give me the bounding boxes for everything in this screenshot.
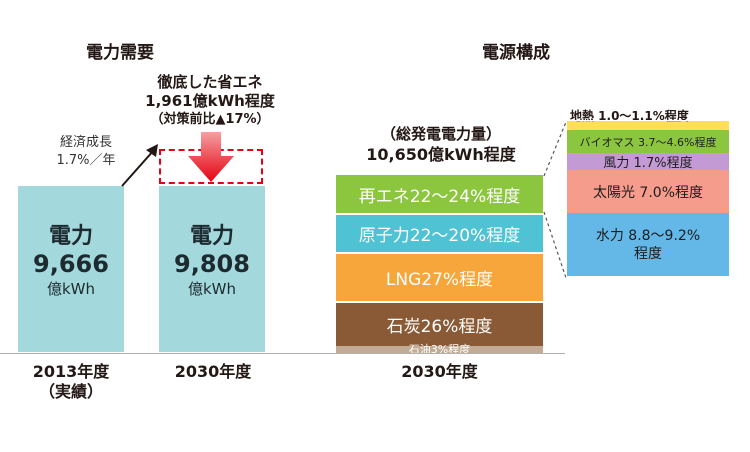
red-down-arrow-icon bbox=[188, 132, 234, 182]
bar-2013-value: 9,666 bbox=[33, 250, 109, 278]
breakdown-wind: 風力 1.7%程度 bbox=[566, 153, 730, 171]
segment-lng: LNG27%程度 bbox=[336, 254, 543, 301]
breakdown-hydro-label: 水力 8.8〜9.2% bbox=[595, 228, 701, 244]
breakdown-solar-label: 太陽光 7.0%程度 bbox=[592, 184, 704, 201]
supply-title: 電源構成 bbox=[482, 43, 550, 63]
demand-title: 電力需要 bbox=[86, 43, 154, 63]
segment-coal: 石炭26%程度 bbox=[336, 303, 543, 346]
growth-label: 経済成長 1.7%／年 bbox=[36, 134, 136, 170]
segment-lng-label: LNG27%程度 bbox=[385, 270, 494, 290]
year-2013-label: 2013年度 （実績） bbox=[10, 362, 132, 402]
segment-oil: 石油3%程度 bbox=[336, 343, 543, 356]
saving-line3: （対策前比▲17%） bbox=[150, 112, 270, 127]
total-label: （総発電電力量） 10,650億kWh程度 bbox=[336, 124, 546, 166]
breakdown-hydro-label2: 程度 bbox=[634, 246, 662, 262]
breakdown-connector bbox=[543, 121, 567, 279]
bar-2013-label: 電力 9,666 億kWh bbox=[18, 224, 124, 300]
segment-coal-label: 石炭26%程度 bbox=[386, 317, 493, 337]
segment-nuclear: 原子力22〜20%程度 bbox=[336, 215, 543, 252]
total-line2: 10,650億kWh程度 bbox=[366, 145, 516, 164]
year-2013-note: （実績） bbox=[38, 382, 103, 401]
segment-renewables: 再エネ22〜24%程度 bbox=[336, 175, 543, 213]
breakdown-biomass: バイオマス 3.7〜4.6%程度 bbox=[566, 130, 730, 153]
growth-line1: 経済成長 bbox=[59, 135, 112, 150]
year-2030-supply: 2030年度 bbox=[401, 362, 478, 381]
year-2013: 2013年度 bbox=[32, 362, 110, 381]
bar-2030-value: 9,808 bbox=[174, 250, 250, 278]
year-2030-demand: 2030年度 bbox=[174, 362, 252, 381]
bar-2030-label: 電力 9,808 億kWh bbox=[159, 224, 265, 300]
baseline bbox=[0, 353, 565, 354]
saving-line2: 1,961億kWh程度 bbox=[145, 92, 275, 110]
breakdown-hydro: 水力 8.8〜9.2% 程度 bbox=[566, 213, 730, 277]
bar-2013 bbox=[18, 186, 124, 352]
segment-nuclear-label: 原子力22〜20%程度 bbox=[358, 226, 521, 246]
saving-label: 徹底した省エネ 1,961億kWh程度 （対策前比▲17%） bbox=[110, 72, 310, 129]
bar-2030-unit: 億kWh bbox=[187, 280, 237, 298]
breakdown-geothermal-label: 地熱 1.0〜1.1%程度 bbox=[570, 109, 689, 123]
bar-2030 bbox=[159, 186, 265, 352]
breakdown-wind-label: 風力 1.7%程度 bbox=[603, 156, 693, 171]
breakdown-biomass-label: バイオマス 3.7〜4.6%程度 bbox=[579, 135, 717, 149]
breakdown-solar: 太陽光 7.0%程度 bbox=[566, 170, 730, 213]
bar-2013-head: 電力 bbox=[48, 224, 93, 249]
total-line1: （総発電電力量） bbox=[380, 125, 501, 143]
bar-2030-head: 電力 bbox=[189, 224, 234, 249]
bar-2013-unit: 億kWh bbox=[46, 280, 96, 298]
growth-arrow-icon bbox=[121, 144, 158, 187]
segment-renewables-label: 再エネ22〜24%程度 bbox=[358, 186, 521, 207]
segment-oil-label: 石油3%程度 bbox=[408, 343, 471, 356]
growth-line2: 1.7%／年 bbox=[56, 153, 116, 168]
saving-line1: 徹底した省エネ bbox=[157, 73, 263, 91]
breakdown-geothermal-bar bbox=[566, 120, 730, 130]
